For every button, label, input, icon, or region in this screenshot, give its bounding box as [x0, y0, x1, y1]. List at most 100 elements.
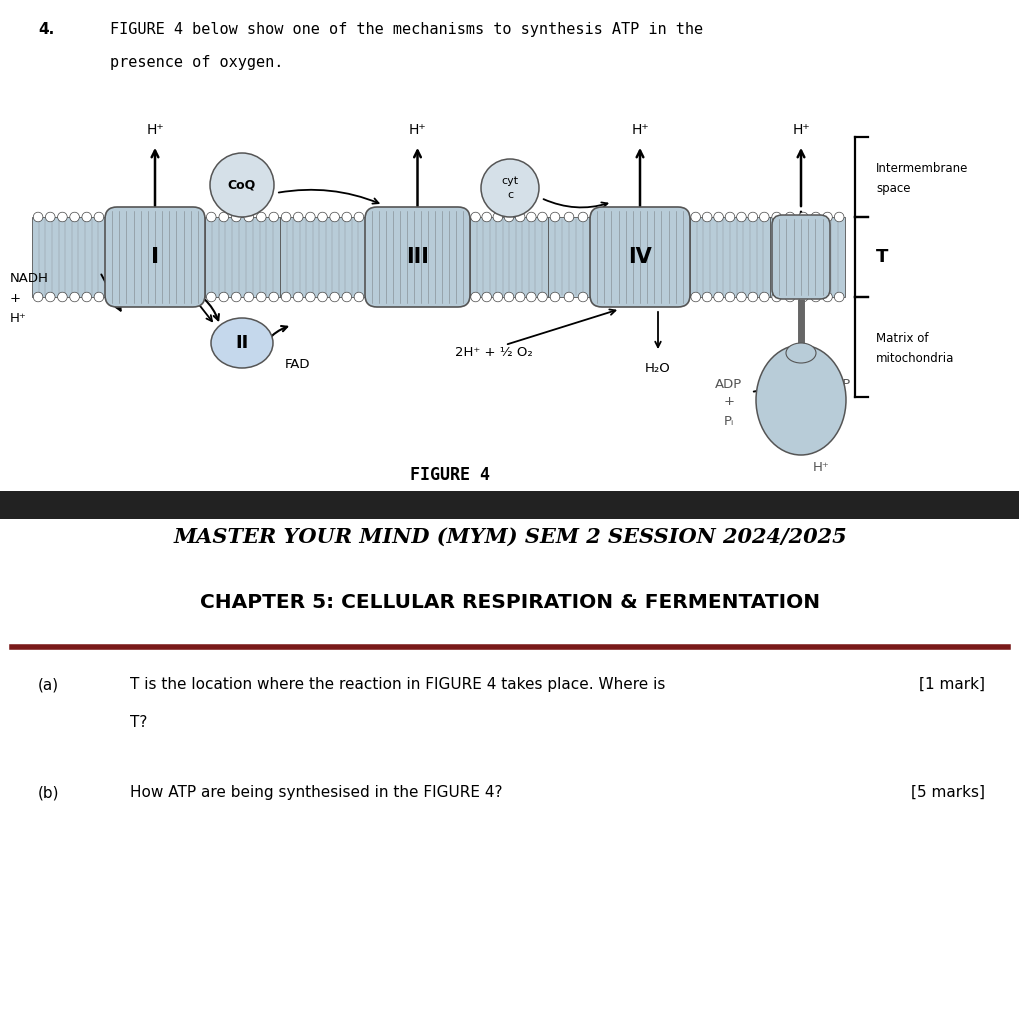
Circle shape	[526, 213, 536, 222]
Ellipse shape	[211, 318, 273, 368]
Text: (b): (b)	[38, 785, 59, 800]
Bar	[205, 217, 280, 297]
Circle shape	[269, 293, 278, 302]
Text: IV: IV	[628, 248, 651, 267]
Circle shape	[564, 213, 574, 222]
Circle shape	[244, 213, 254, 222]
Text: NADH: NADH	[10, 272, 49, 286]
Text: H⁺: H⁺	[409, 123, 426, 137]
Circle shape	[354, 213, 364, 222]
Circle shape	[578, 213, 587, 222]
Circle shape	[492, 293, 502, 302]
Circle shape	[471, 293, 480, 302]
Circle shape	[759, 213, 768, 222]
Circle shape	[771, 213, 781, 222]
Circle shape	[526, 293, 536, 302]
Ellipse shape	[755, 345, 845, 455]
Circle shape	[293, 293, 303, 302]
Bar	[769, 217, 809, 297]
Text: I: I	[151, 248, 159, 267]
Text: [1 mark]: [1 mark]	[918, 677, 984, 692]
Circle shape	[481, 159, 538, 217]
Text: mitochondria: mitochondria	[875, 352, 954, 366]
Circle shape	[244, 293, 254, 302]
Text: T: T	[875, 248, 888, 266]
Text: T?: T?	[129, 715, 147, 730]
Text: ADP: ADP	[714, 379, 742, 391]
FancyBboxPatch shape	[589, 207, 689, 307]
Circle shape	[306, 213, 315, 222]
Circle shape	[834, 213, 843, 222]
Circle shape	[725, 293, 734, 302]
Circle shape	[354, 293, 364, 302]
Circle shape	[725, 213, 734, 222]
Text: space: space	[875, 183, 910, 195]
Circle shape	[537, 213, 546, 222]
Ellipse shape	[786, 343, 815, 363]
Circle shape	[578, 293, 587, 302]
FancyBboxPatch shape	[105, 207, 205, 307]
Text: c: c	[506, 190, 513, 200]
Circle shape	[537, 293, 546, 302]
Circle shape	[293, 213, 303, 222]
Text: presence of oxygen.: presence of oxygen.	[110, 55, 283, 70]
Text: T is the location where the reaction in FIGURE 4 takes place. Where is: T is the location where the reaction in …	[129, 677, 664, 692]
Text: H⁺: H⁺	[146, 123, 164, 137]
Text: Intermembrane: Intermembrane	[875, 162, 967, 176]
Circle shape	[564, 293, 574, 302]
Circle shape	[206, 293, 216, 302]
Circle shape	[219, 213, 228, 222]
Circle shape	[231, 213, 240, 222]
Bar	[689, 217, 769, 297]
Text: II: II	[235, 334, 249, 352]
Circle shape	[46, 293, 55, 302]
Bar	[470, 217, 547, 297]
Text: Matrix of: Matrix of	[875, 333, 927, 345]
FancyBboxPatch shape	[365, 207, 470, 307]
Circle shape	[317, 213, 327, 222]
Text: H⁺: H⁺	[812, 461, 828, 474]
Circle shape	[549, 213, 559, 222]
Circle shape	[822, 213, 832, 222]
Circle shape	[810, 213, 820, 222]
Circle shape	[94, 213, 104, 222]
Text: How ATP are being synthesised in the FIGURE 4?: How ATP are being synthesised in the FIG…	[129, 785, 502, 800]
Text: H⁺: H⁺	[792, 123, 809, 137]
Circle shape	[82, 293, 92, 302]
Circle shape	[747, 293, 757, 302]
Circle shape	[341, 213, 352, 222]
Circle shape	[481, 293, 491, 302]
Text: CoQ: CoQ	[227, 179, 256, 191]
Circle shape	[690, 293, 700, 302]
Circle shape	[69, 293, 79, 302]
Text: FADH₂: FADH₂	[140, 271, 180, 284]
Circle shape	[94, 293, 104, 302]
Circle shape	[690, 213, 700, 222]
Circle shape	[269, 213, 278, 222]
Bar	[32, 217, 105, 297]
Text: cyt: cyt	[501, 176, 518, 186]
Circle shape	[329, 293, 339, 302]
Circle shape	[34, 213, 43, 222]
Circle shape	[515, 213, 525, 222]
Text: H⁺: H⁺	[631, 123, 648, 137]
Circle shape	[341, 293, 352, 302]
Text: MASTER YOUR MIND (MYM) SEM 2 SESSION 2024/2025: MASTER YOUR MIND (MYM) SEM 2 SESSION 202…	[173, 527, 846, 547]
FancyBboxPatch shape	[771, 215, 829, 299]
Circle shape	[503, 213, 514, 222]
Text: H⁺: H⁺	[10, 312, 26, 326]
Circle shape	[785, 213, 794, 222]
Circle shape	[46, 213, 55, 222]
Bar	[809, 217, 844, 297]
Circle shape	[281, 293, 290, 302]
Circle shape	[69, 213, 79, 222]
Circle shape	[798, 213, 807, 222]
Circle shape	[713, 293, 722, 302]
Text: III: III	[406, 248, 429, 267]
Circle shape	[306, 293, 315, 302]
Circle shape	[549, 293, 559, 302]
Circle shape	[57, 213, 67, 222]
Circle shape	[503, 293, 514, 302]
Text: +: +	[10, 293, 21, 305]
Text: FAD: FAD	[284, 358, 310, 372]
